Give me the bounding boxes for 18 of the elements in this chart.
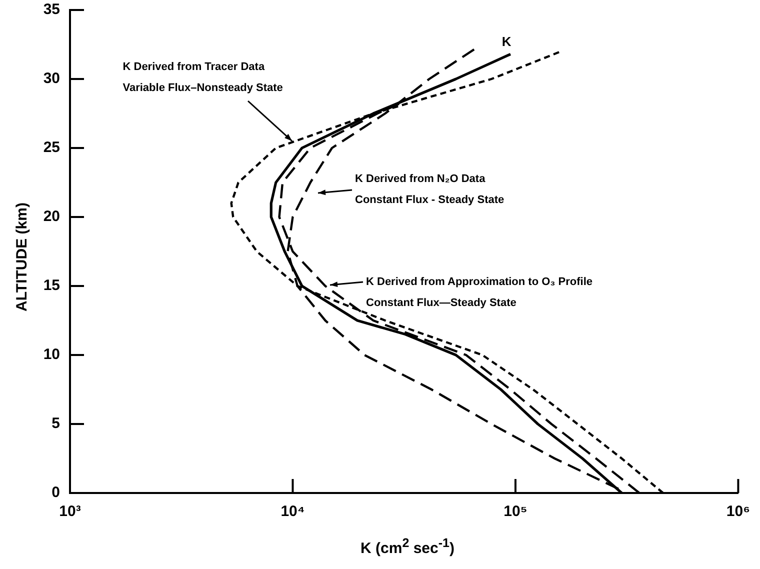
annotation: K Derived from Approximation to O₃ Profile Constant Flux—Steady State	[366, 275, 593, 311]
y-tick-label: 15	[43, 277, 60, 294]
x-axis-title: K (cm$^{2}$ sec$^{-1}$)	[360, 536, 456, 557]
y-tick-label: 10	[43, 346, 60, 364]
x-tick-label: 10⁵	[504, 503, 528, 520]
y-tick-label: 20	[43, 208, 60, 226]
y-tick-label: 25	[43, 139, 60, 156]
x-tick-label: 10⁶	[726, 503, 750, 520]
y-tick-label: 0	[52, 484, 60, 502]
y-tick-label: 35	[43, 1, 60, 18]
annotation: K Derived from Tracer Data Variable Flux–Nonsteady State	[122, 60, 283, 96]
y-axis-title: ALTITUDE (km)	[14, 202, 30, 312]
y-tick-label: 5	[52, 415, 60, 432]
annotation: K Derived from N₂O Data Constant Flux - Steady State	[355, 172, 504, 208]
x-tick-label: 10³	[59, 503, 81, 520]
x-tick-label: 10⁴	[280, 503, 305, 520]
series-label: K	[502, 34, 512, 50]
y-tick-label: 30	[43, 70, 60, 88]
